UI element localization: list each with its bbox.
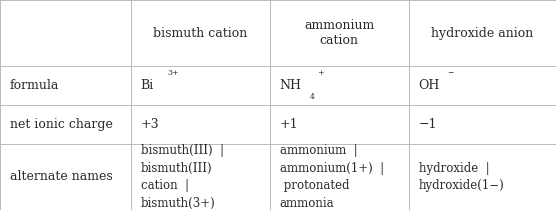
Text: OH: OH	[419, 79, 440, 92]
Text: +: +	[317, 69, 324, 77]
Text: formula: formula	[10, 79, 59, 92]
Text: +3: +3	[141, 118, 159, 131]
Text: alternate names: alternate names	[10, 171, 113, 183]
Text: Bi: Bi	[141, 79, 154, 92]
Text: ammonium  |
ammonium(1+)  |
 protonated
ammonia: ammonium | ammonium(1+) | protonated amm…	[280, 144, 384, 210]
Text: bismuth(III)  |
bismuth(III)
cation  |
bismuth(3+): bismuth(III) | bismuth(III) cation | bis…	[141, 144, 224, 210]
Text: +1: +1	[280, 118, 298, 131]
Text: net ionic charge: net ionic charge	[10, 118, 113, 131]
Text: hydroxide  |
hydroxide(1−): hydroxide | hydroxide(1−)	[419, 162, 504, 192]
Text: hydroxide anion: hydroxide anion	[431, 27, 533, 39]
Text: 4: 4	[310, 93, 315, 101]
Text: −1: −1	[419, 118, 437, 131]
Text: bismuth cation: bismuth cation	[153, 27, 247, 39]
Text: 3+: 3+	[167, 69, 179, 77]
Text: −: −	[448, 69, 454, 77]
Text: ammonium
cation: ammonium cation	[304, 19, 374, 47]
Text: NH: NH	[280, 79, 302, 92]
